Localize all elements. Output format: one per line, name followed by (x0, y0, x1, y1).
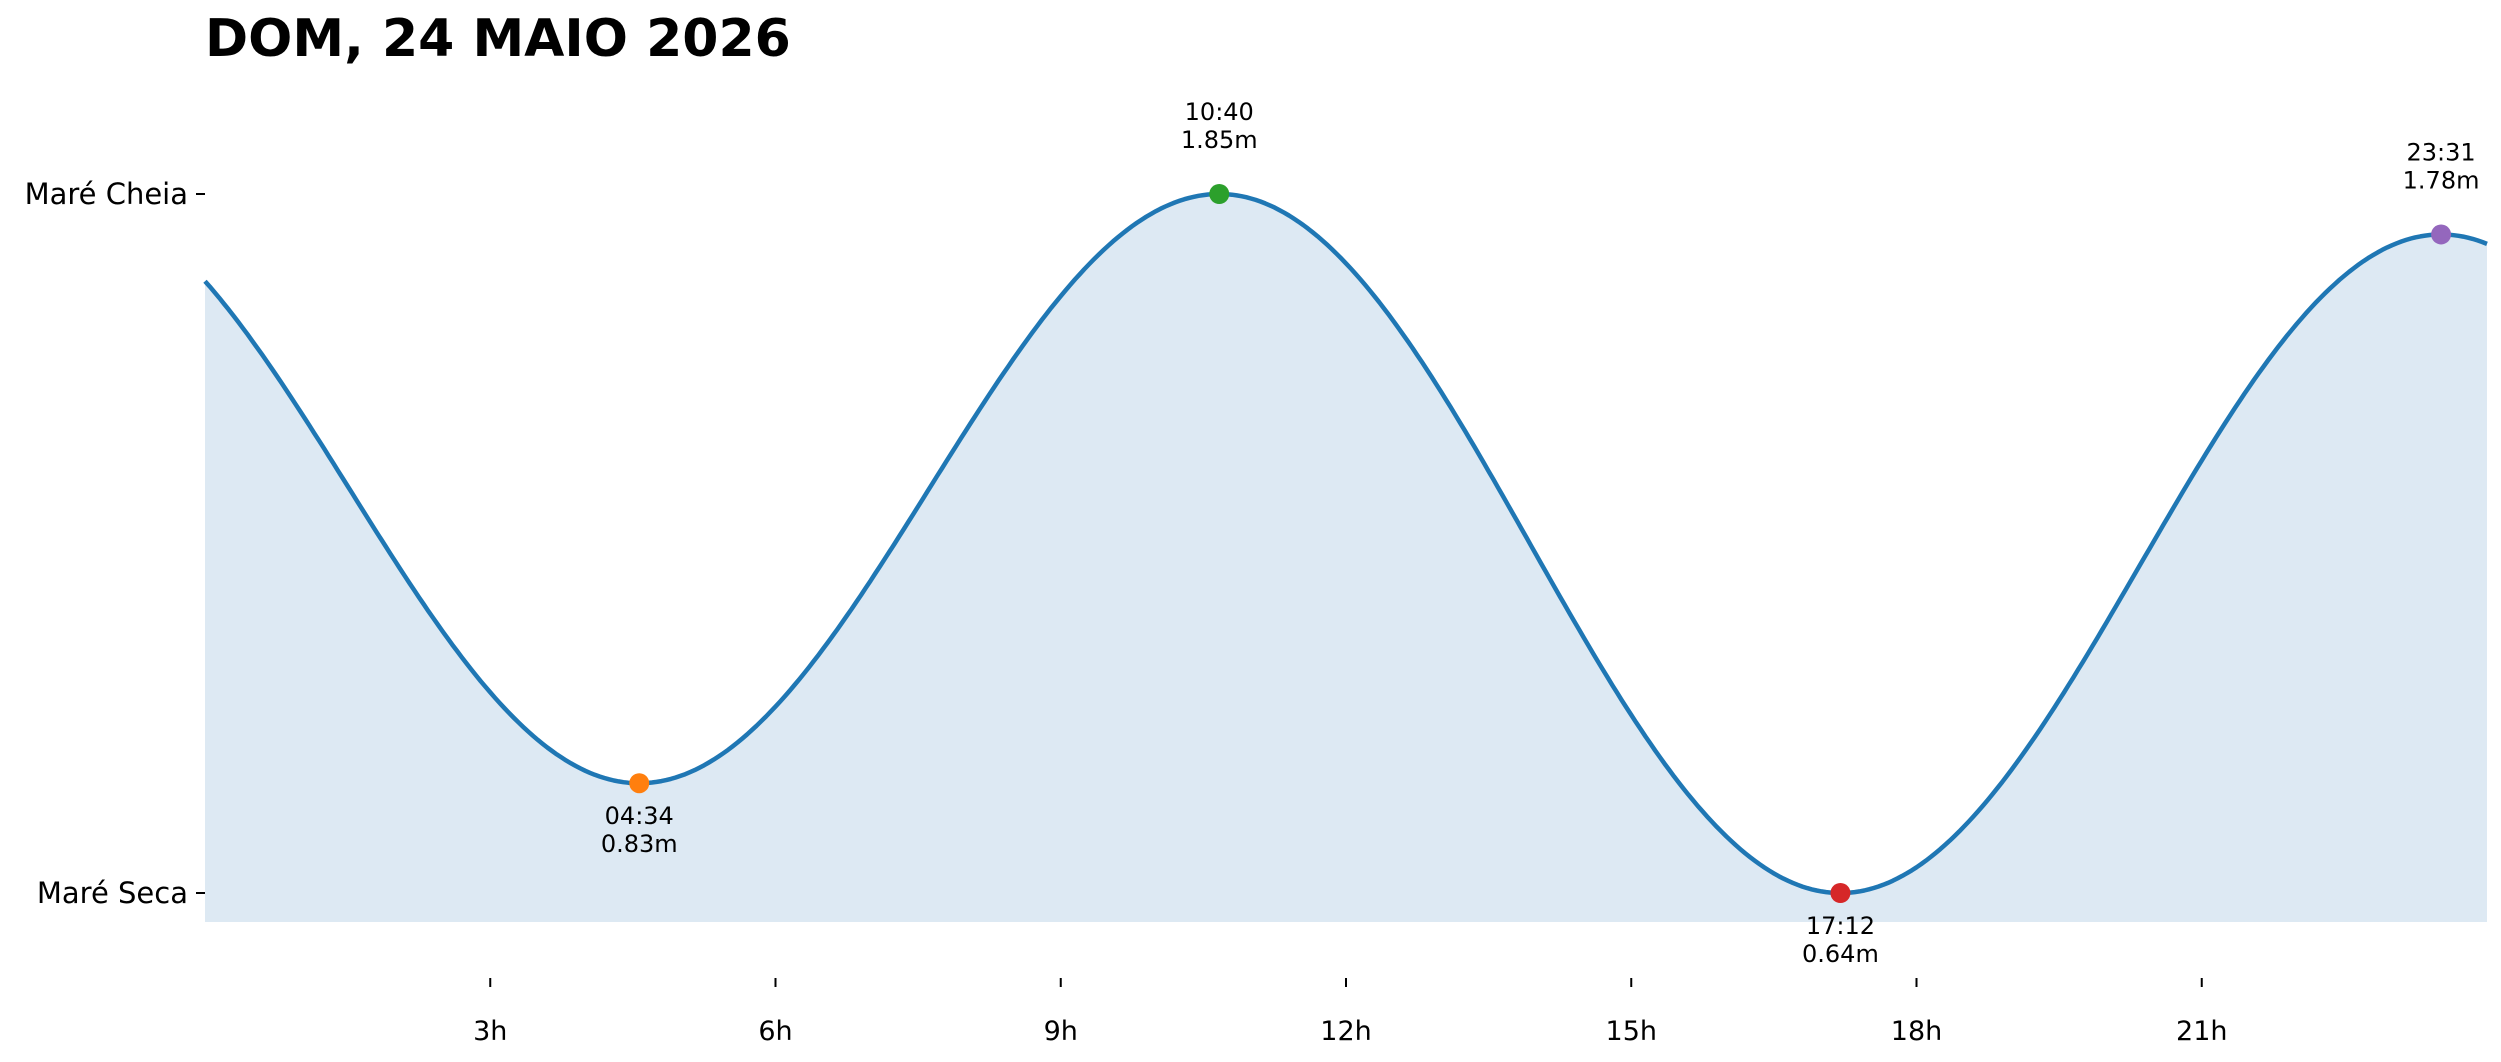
extreme-time-label: 10:40 (1185, 98, 1254, 126)
y-tick-label: Maré Cheia (25, 177, 188, 211)
x-tick-label: 9h (1044, 1016, 1078, 1047)
x-tick-label: 12h (1320, 1016, 1371, 1047)
tide-curve-line (203, 191, 2488, 896)
extreme-height-label: 1.78m (2403, 166, 2480, 194)
chart-title: DOM, 24 MAIO 2026 (205, 9, 791, 69)
tide-high-marker (1209, 184, 1230, 204)
x-tick-label: 15h (1606, 1016, 1657, 1047)
extreme-height-label: 0.83m (601, 830, 678, 858)
extreme-time-label: 17:12 (1806, 912, 1875, 940)
extreme-markers: 04:340.83m 10:401.85m 17:120.64m 23:311.78m (601, 98, 2480, 968)
extreme-height-label: 1.85m (1181, 126, 1258, 154)
y-tick-label: Maré Seca (37, 876, 188, 910)
tide-low-marker (1830, 883, 1851, 903)
x-tick-label: 21h (2176, 1016, 2227, 1047)
extreme-time-label: 04:34 (605, 802, 674, 830)
tide-low-marker (629, 773, 650, 794)
tide-high-marker (2431, 224, 2452, 245)
extreme-time-label: 23:31 (2406, 138, 2475, 166)
tide-area-fill (205, 194, 2487, 922)
axes: 3h 6h 9h 12h 15h 18h 21h Maré Cheia Maré Seca (25, 177, 2228, 1047)
x-tick-label: 3h (473, 1016, 507, 1047)
x-tick-label: 18h (1891, 1016, 1942, 1047)
plot-area (203, 191, 2488, 922)
extreme-height-label: 0.64m (1802, 940, 1879, 968)
x-tick-label: 6h (758, 1016, 792, 1047)
